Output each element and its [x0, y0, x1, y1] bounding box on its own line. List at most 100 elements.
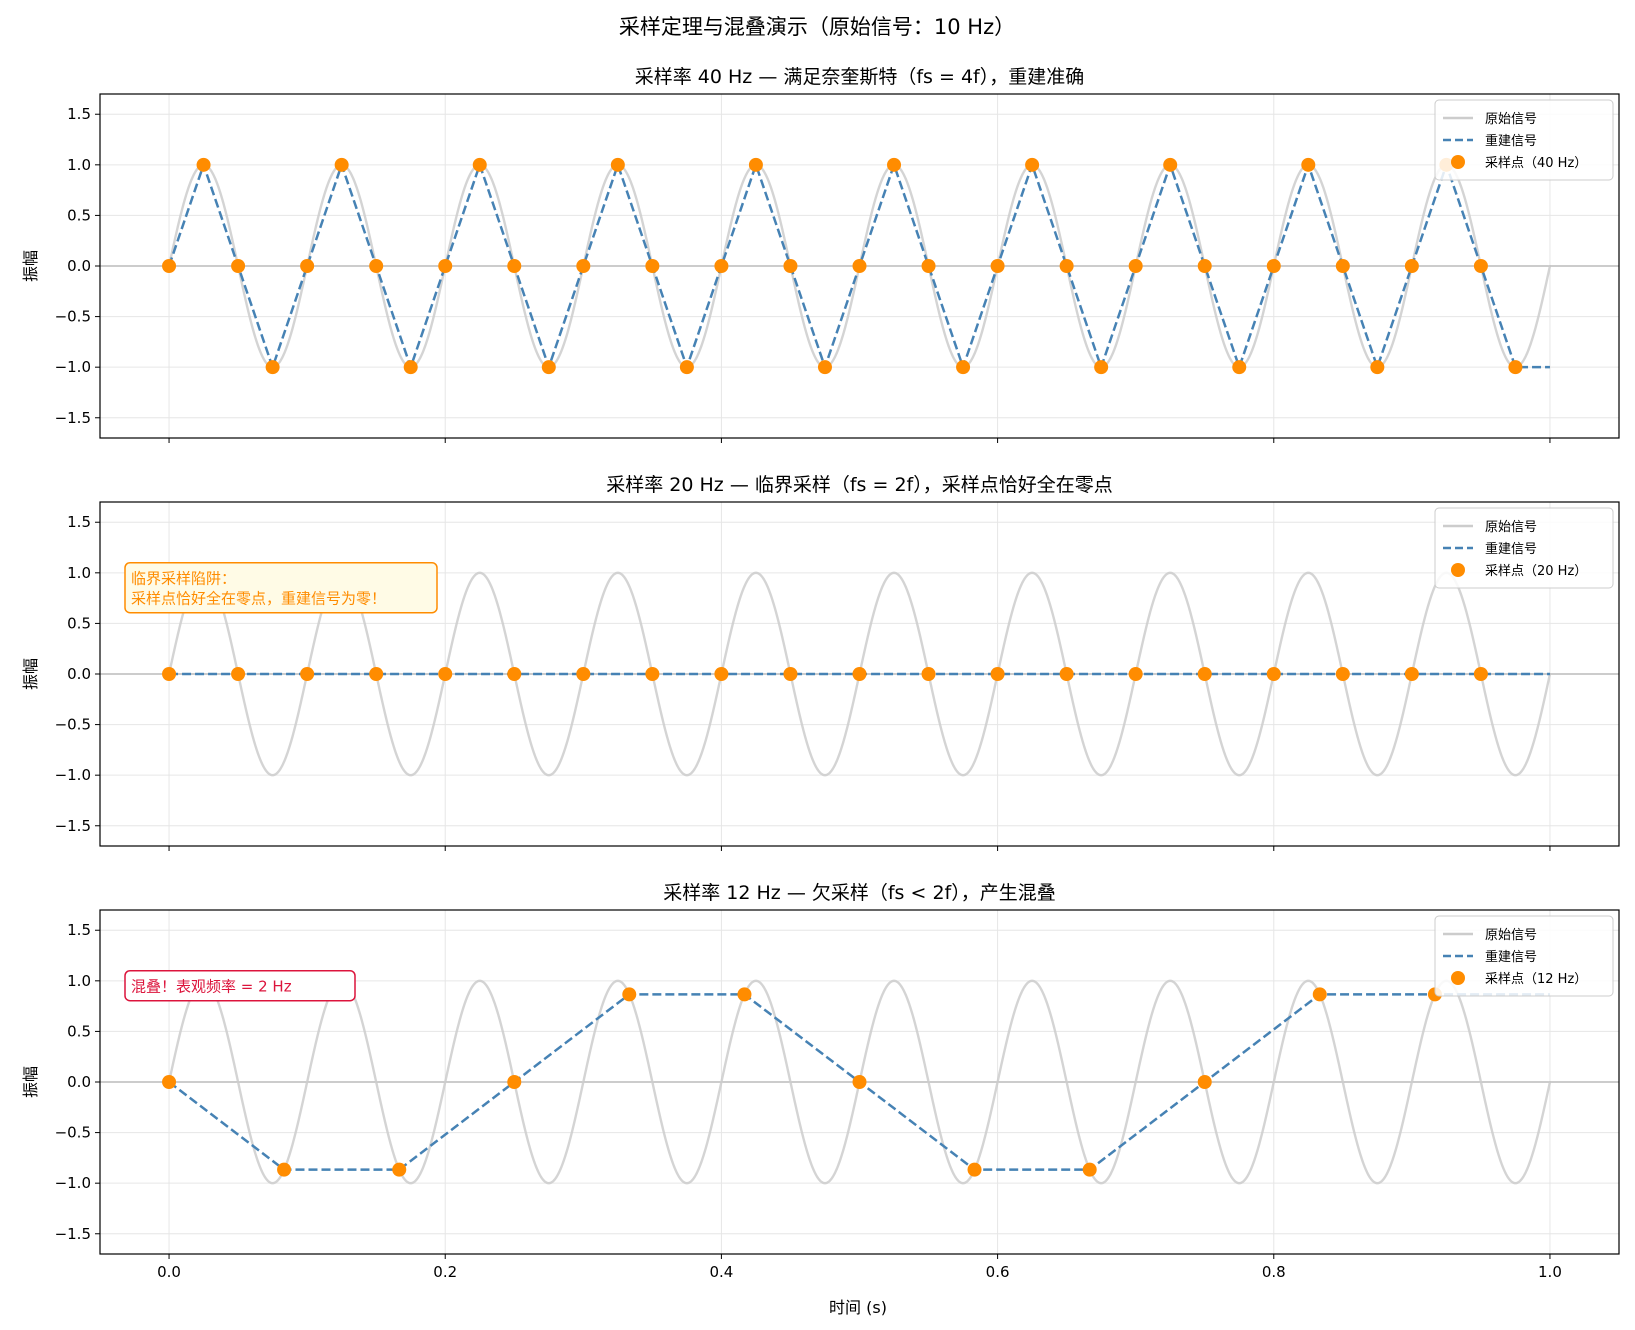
annotation-warning: 临界采样陷阱： 采样点恰好全在零点，重建信号为零！: [124, 561, 438, 614]
sample-point: [1266, 259, 1281, 273]
sample-point: [645, 667, 660, 681]
sample-point: [507, 1075, 522, 1089]
sample-point: [576, 259, 591, 273]
y-tick-label: 0.0: [67, 257, 91, 275]
y-tick-label: 0.5: [67, 1022, 91, 1040]
subplot-title: 采样率 20 Hz — 临界采样（fs = 2f），采样点恰好全在零点: [606, 474, 1112, 496]
y-tick-label: −1.5: [55, 817, 91, 835]
sample-point: [265, 360, 280, 375]
y-tick-label: 1.0: [67, 972, 91, 990]
legend-label: 原始信号: [1485, 520, 1537, 535]
sample-point: [817, 360, 832, 375]
x-tick-label: 0.8: [1262, 1263, 1286, 1281]
sample-point: [438, 259, 453, 273]
sample-point: [645, 259, 660, 273]
sample-point: [714, 259, 729, 273]
legend-samples-swatch: [1451, 563, 1465, 577]
y-tick-label: 0.0: [67, 1073, 91, 1091]
sample-point: [679, 360, 694, 375]
sample-point: [196, 157, 211, 172]
sample-point: [1370, 360, 1385, 375]
sample-point: [1163, 157, 1178, 172]
sample-point: [1197, 259, 1212, 273]
y-tick-label: 1.0: [67, 156, 91, 174]
y-tick-label: 1.5: [67, 921, 91, 939]
subplot-title: 采样率 12 Hz — 欠采样（fs < 2f），产生混叠: [663, 882, 1055, 904]
sample-point: [783, 259, 798, 273]
sample-point: [1473, 667, 1488, 681]
sample-point: [541, 360, 556, 375]
y-tick-label: −1.0: [55, 766, 91, 784]
annotation-box: [124, 561, 438, 614]
sample-point: [300, 259, 315, 273]
sample-point: [162, 259, 177, 273]
figure-suptitle: 采样定理与混叠演示（原始信号：10 Hz）: [619, 15, 1015, 39]
legend-label: 重建信号: [1485, 949, 1537, 965]
sample-point: [852, 259, 867, 273]
sample-point: [748, 157, 763, 172]
sample-point: [852, 1075, 867, 1089]
sample-point: [1059, 667, 1074, 681]
legend-label: 原始信号: [1485, 112, 1537, 127]
sample-point: [369, 259, 384, 273]
y-tick-label: 0.5: [67, 614, 91, 632]
sample-point: [1404, 259, 1419, 273]
legend-label: 原始信号: [1485, 928, 1537, 943]
legend-box: [1434, 507, 1614, 589]
subplot-panels: 采样率 40 Hz — 满足奈奎斯特（fs = 4f），重建准确 −1.5 −1.0…: [21, 66, 1620, 1281]
sample-point: [610, 157, 625, 172]
sample-point: [1335, 259, 1350, 273]
sample-point: [231, 667, 246, 681]
sample-point: [1094, 360, 1109, 375]
sample-point: [1082, 1162, 1097, 1177]
sample-point: [783, 667, 798, 681]
subplot-title: 采样率 40 Hz — 满足奈奎斯特（fs = 4f），重建准确: [635, 66, 1084, 88]
x-tick-label: 1.0: [1538, 1263, 1562, 1281]
y-tick-label: −1.0: [55, 1174, 91, 1192]
y-axis-label: 振幅: [21, 658, 40, 690]
sample-point: [277, 1162, 292, 1177]
sample-point: [1404, 667, 1419, 681]
sample-point: [1197, 667, 1212, 681]
x-tick-label: 0.2: [433, 1263, 457, 1281]
annotation-box: [124, 969, 356, 1002]
sample-point: [1301, 157, 1316, 172]
y-tick-label: 1.0: [67, 564, 91, 582]
legend-samples-swatch: [1451, 971, 1465, 985]
y-axis-label: 振幅: [21, 250, 40, 282]
subplot-1: 采样率 40 Hz — 满足奈奎斯特（fs = 4f），重建准确 −1.5 −1.0…: [21, 66, 1620, 443]
sample-point: [956, 360, 971, 375]
y-tick-label: −1.5: [55, 409, 91, 427]
subplot-2: 采样率 20 Hz — 临界采样（fs = 2f），采样点恰好全在零点 −1.5 −…: [21, 474, 1620, 851]
y-tick-label: 1.5: [67, 105, 91, 123]
annotation-text: 采样点恰好全在零点，重建信号为零！: [131, 590, 386, 608]
sample-point: [300, 667, 315, 681]
sample-point: [438, 667, 453, 681]
sample-point: [403, 360, 418, 375]
subplot-3: 采样率 12 Hz — 欠采样（fs < 2f），产生混叠 −1.5 −1.0 −0.…: [21, 882, 1620, 1281]
y-tick-label: −0.5: [55, 308, 91, 326]
sample-point: [990, 259, 1005, 273]
sample-point: [392, 1162, 407, 1177]
sample-point: [1128, 259, 1143, 273]
sample-point: [1335, 667, 1350, 681]
x-tick-label: 0.0: [157, 1263, 181, 1281]
sample-point: [1473, 259, 1488, 273]
x-axis-label: 时间 (s): [829, 1298, 887, 1317]
annotation-text: 混叠！表观频率 = 2 Hz: [131, 978, 292, 996]
sample-point: [334, 157, 349, 172]
sample-point: [472, 157, 487, 172]
sample-point: [887, 157, 902, 172]
x-tick-label: 0.4: [709, 1263, 733, 1281]
legend-label: 采样点（20 Hz）: [1485, 564, 1587, 579]
sample-point: [162, 667, 177, 681]
sample-point: [622, 987, 637, 1002]
y-tick-label: −1.0: [55, 358, 91, 376]
sample-point: [507, 667, 522, 681]
sample-point: [921, 259, 936, 273]
legend-label: 重建信号: [1485, 541, 1537, 557]
y-tick-label: −1.5: [55, 1225, 91, 1243]
